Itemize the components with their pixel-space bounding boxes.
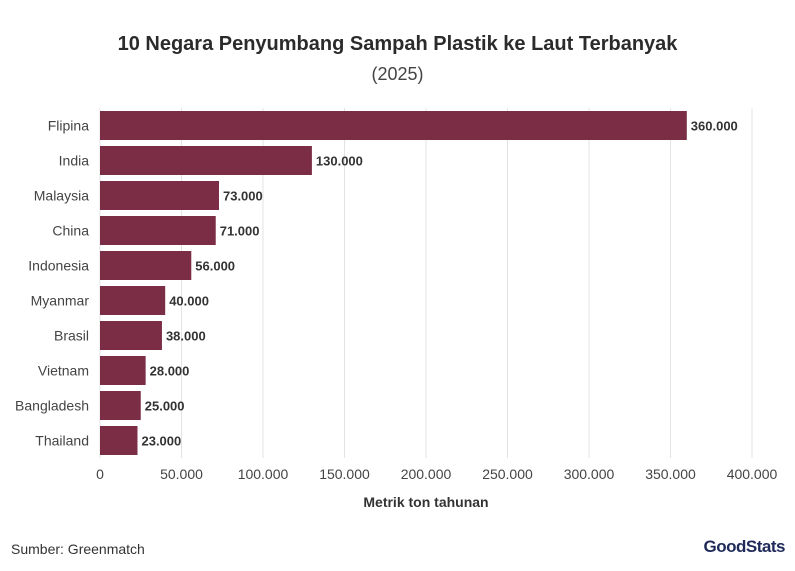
category-label: Malaysia: [34, 188, 89, 204]
value-labels: 360.000 130.000 73.000 71.000 56.000 40.000 38…: [141, 119, 737, 449]
x-tick-label: 0: [96, 466, 104, 482]
category-label: Indonesia: [28, 258, 89, 274]
x-tick-labels: 0 50.000 100.000 150.000 200.000 250.000 300.0…: [96, 466, 777, 482]
value-label: 360.000: [691, 119, 738, 134]
value-label: 40.000: [169, 294, 209, 309]
x-tick-label: 50.000: [160, 466, 203, 482]
bar: [100, 321, 162, 350]
bar: [100, 391, 141, 420]
chart-subtitle: (2025): [371, 64, 424, 84]
bar: [100, 251, 192, 280]
chart-title: 10 Negara Penyumbang Sampah Plastik ke L…: [117, 33, 678, 55]
value-label: 23.000: [141, 434, 181, 449]
bar: [100, 146, 312, 175]
bar: [100, 216, 216, 245]
x-tick-label: 200.000: [401, 466, 452, 482]
x-axis-label: Metrik ton tahunan: [363, 494, 488, 510]
value-label: 38.000: [166, 329, 206, 344]
x-tick-label: 400.000: [727, 466, 778, 482]
value-label: 130.000: [316, 154, 363, 169]
bar: [100, 356, 146, 385]
category-label: Myanmar: [31, 293, 90, 309]
bar: [100, 426, 138, 455]
value-label: 73.000: [223, 189, 263, 204]
category-label: China: [52, 223, 89, 239]
category-labels: Flipina India Malaysia China Indonesia Myanma…: [15, 118, 89, 449]
value-label: 71.000: [220, 224, 260, 239]
category-label: Thailand: [35, 433, 89, 449]
logo-part-good: Good: [703, 537, 747, 556]
x-tick-label: 350.000: [645, 466, 696, 482]
goodstats-logo: GoodStats: [703, 537, 786, 557]
bar: [100, 111, 687, 140]
category-label: Flipina: [48, 118, 89, 134]
logo-part-stats: Stats: [745, 537, 786, 556]
bar: [100, 286, 166, 315]
x-tick-label: 150.000: [319, 466, 370, 482]
x-tick-label: 250.000: [482, 466, 533, 482]
category-label: Brasil: [54, 328, 89, 344]
bar-chart: Flipina India Malaysia China Indonesia Myanma…: [15, 108, 778, 510]
category-label: Bangladesh: [15, 398, 89, 414]
category-label: India: [59, 153, 90, 169]
category-label: Vietnam: [38, 363, 89, 379]
source-note: Sumber: Greenmatch: [11, 541, 145, 557]
x-tick-label: 100.000: [238, 466, 289, 482]
bars: [100, 111, 687, 455]
value-label: 28.000: [150, 364, 190, 379]
value-label: 56.000: [195, 259, 235, 274]
value-label: 25.000: [145, 399, 185, 414]
bar: [100, 181, 219, 210]
x-tick-label: 300.000: [564, 466, 615, 482]
